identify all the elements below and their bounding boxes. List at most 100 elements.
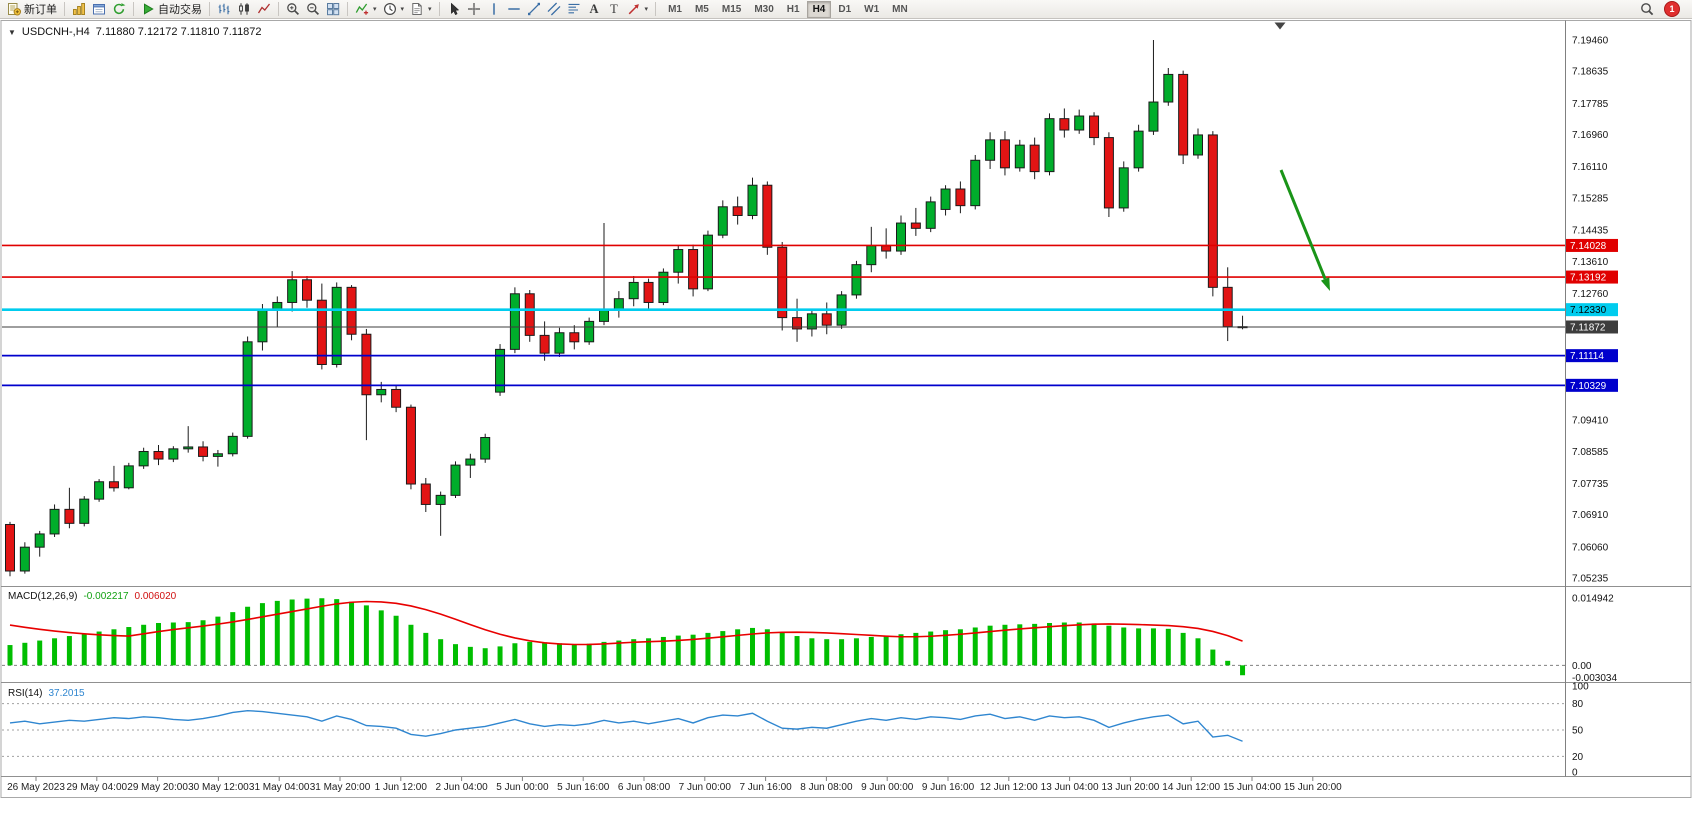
rsi-panel: 100 80 50 20 0 (2, 682, 1589, 779)
data-window-button[interactable] (89, 0, 109, 19)
new-order-icon (7, 2, 21, 16)
candlestick-chart-button[interactable] (234, 0, 254, 19)
time-tick-label: 7 Jun 16:00 (739, 782, 792, 793)
price-tick-label: 7.18635 (1572, 67, 1609, 78)
line-chart-icon (257, 2, 271, 16)
chart-menu-icon[interactable]: ▼ (8, 28, 16, 37)
timeframe-h1-button[interactable]: H1 (786, 3, 800, 15)
time-axis: 26 May 2023 29 May 04:00 29 May 20:00 30 Ma… (7, 777, 1342, 793)
vline-icon (487, 2, 501, 16)
timeframe-w1-button[interactable]: W1 (864, 3, 880, 15)
rsi-axis-label: 50 (1572, 726, 1584, 737)
rsi-indicator-label: RSI(14) 37.2015 (8, 688, 85, 699)
price-tick-label: 7.16960 (1572, 130, 1609, 141)
horizontal-line-button[interactable] (504, 0, 524, 19)
price-tag-label: 7.14028 (1570, 241, 1607, 252)
price-tick-label: 7.05235 (1572, 574, 1609, 585)
macd-axis-label: -0.003034 (1572, 673, 1617, 684)
new-order-button[interactable]: 新订单 (4, 0, 60, 19)
price-tick-label: 7.06060 (1572, 542, 1609, 553)
autotrading-button[interactable]: 自动交易 (138, 0, 205, 19)
timeframe-m1-button[interactable]: M1 (668, 3, 682, 15)
text-button[interactable]: A (584, 0, 604, 19)
zoom-in-button[interactable] (283, 0, 303, 19)
chart-shift-marker[interactable] (1274, 22, 1286, 30)
toolbar-separator (655, 2, 657, 16)
arrows-icon (627, 2, 641, 16)
price-tick-label: 7.17785 (1572, 99, 1609, 110)
price-level-7.13192[interactable]: 7.13192 (2, 270, 1618, 284)
price-tick-label: 7.07735 (1572, 479, 1609, 490)
indicators-button[interactable]: ▾ (352, 0, 380, 19)
timeframe-d1-button[interactable]: D1 (838, 3, 852, 15)
zoom-in-icon (286, 2, 300, 16)
timeframe-m15-button[interactable]: M15 (721, 3, 742, 15)
new-order-button-label: 新订单 (24, 4, 57, 16)
templates-icon (410, 2, 424, 16)
price-tick-label: 7.06910 (1572, 510, 1609, 521)
rsi-line (9, 709, 1243, 742)
bar-chart-icon (217, 2, 231, 16)
line-chart-button[interactable] (254, 0, 274, 19)
notification-badge[interactable]: 1 (1664, 1, 1680, 17)
zoom-out-button[interactable] (303, 0, 323, 19)
time-tick-label: 9 Jun 16:00 (922, 782, 975, 793)
rsi-value: 37.2015 (48, 688, 85, 699)
time-tick-label: 31 May 20:00 (310, 782, 371, 793)
market-watch-button[interactable] (69, 0, 89, 19)
toolbar-separator (64, 2, 65, 16)
svg-text:T: T (610, 2, 618, 16)
indicators-icon (355, 2, 369, 16)
equidistant-channel-button[interactable] (544, 0, 564, 19)
timeframe-h4-button[interactable]: H4 (806, 0, 832, 18)
price-tick-label: 7.15285 (1572, 193, 1609, 204)
refresh-icon (112, 2, 126, 16)
timeframe-group: M1 M5 M15 M30 H1 H4 D1 W1 MN (662, 0, 914, 18)
macd-name: MACD(12,26,9) (8, 591, 78, 602)
toolbar-separator (209, 2, 210, 16)
price-tick-label: 7.19460 (1572, 36, 1609, 47)
timeframe-mn-button[interactable]: MN (892, 3, 908, 15)
zoom-out-icon (306, 2, 320, 16)
price-level-7.12330[interactable]: 7.12330 (2, 303, 1618, 317)
macd-signal-value: 0.006020 (134, 591, 177, 602)
search-icon (1640, 2, 1654, 16)
svg-text:A: A (589, 2, 598, 16)
search-button[interactable] (1637, 0, 1657, 19)
timeframe-m5-button[interactable]: M5 (694, 3, 709, 15)
refresh-button[interactable] (109, 0, 129, 19)
timeframe-m30-button[interactable]: M30 (754, 3, 774, 15)
bar-chart-button[interactable] (214, 0, 234, 19)
tile-windows-button[interactable] (323, 0, 343, 19)
vertical-line-button[interactable] (484, 0, 504, 19)
candles-layer (5, 40, 1248, 577)
down-arrow-annotation[interactable] (1279, 169, 1330, 291)
trendline-button[interactable] (524, 0, 544, 19)
time-tick-label: 1 Jun 12:00 (375, 782, 428, 793)
chart-symbol-period: USDCNH-,H4 (21, 26, 90, 38)
time-tick-label: 31 May 04:00 (249, 782, 310, 793)
macd-main-value: -0.002217 (83, 591, 129, 602)
rsi-axis-label: 80 (1572, 699, 1584, 710)
toolbar: 新订单 自动交易 ▾ ▾ ▾ A T ▾ M1 M5 M15 M30 H1 H4 D1 W1 MN 1 (0, 0, 1692, 19)
dropdown-caret-icon: ▾ (400, 5, 405, 13)
text-label-button[interactable]: T (604, 0, 624, 19)
price-level-7.10329[interactable]: 7.10329 (2, 378, 1618, 392)
periods-button[interactable]: ▾ (380, 0, 408, 19)
arrows-button[interactable]: ▾ (624, 0, 652, 19)
time-tick-label: 13 Jun 20:00 (1101, 782, 1159, 793)
time-tick-label: 14 Jun 12:00 (1162, 782, 1220, 793)
chart-ohlc-values: 7.11880 7.12172 7.11810 7.11872 (95, 26, 262, 38)
price-level-7.14028[interactable]: 7.14028 (2, 238, 1618, 252)
crosshair-button[interactable] (464, 0, 484, 19)
price-level-7.11114[interactable]: 7.11114 (2, 349, 1618, 363)
templates-button[interactable]: ▾ (407, 0, 435, 19)
cursor-button[interactable] (444, 0, 464, 19)
toolbar-separator (278, 2, 279, 16)
fibonacci-button[interactable] (564, 0, 584, 19)
autotrading-button-label: 自动交易 (158, 4, 202, 16)
label-icon: T (607, 2, 621, 16)
time-tick-label: 29 May 20:00 (127, 782, 188, 793)
time-tick-label: 6 Jun 08:00 (618, 782, 671, 793)
